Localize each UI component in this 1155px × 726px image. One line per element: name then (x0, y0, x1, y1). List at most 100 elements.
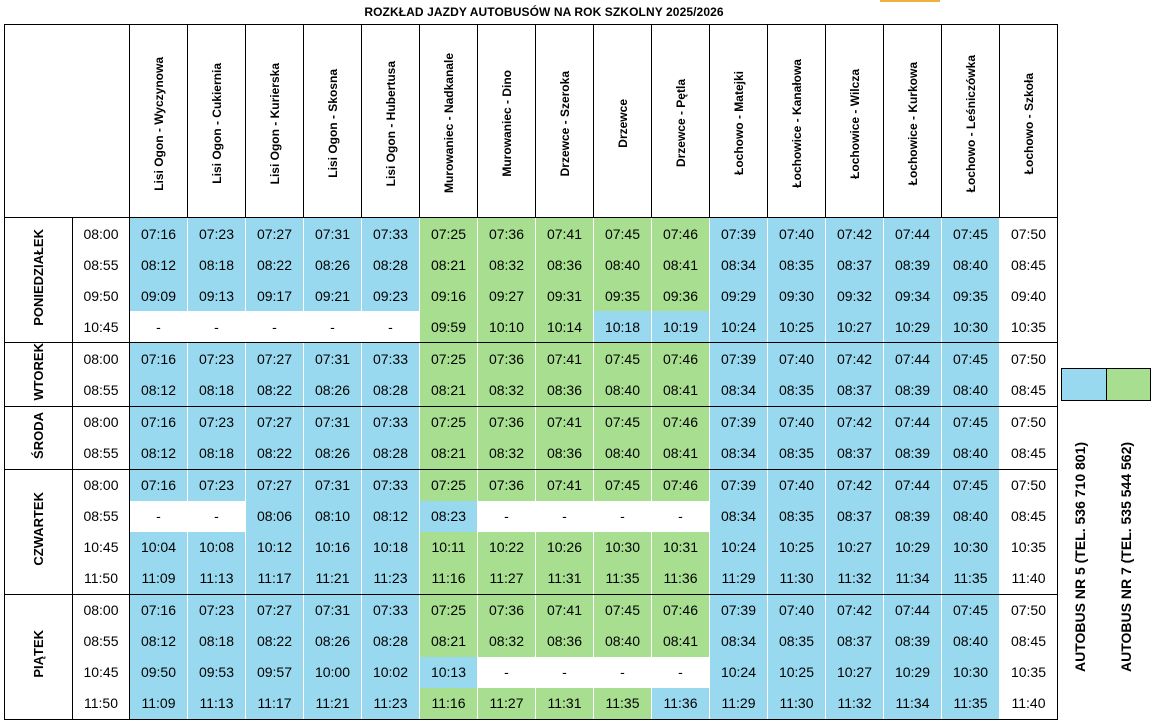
day-label-cell: PONIEDZIAŁEK (4, 217, 73, 343)
stop-time-cell: 07:44 (883, 593, 942, 626)
departure-time: 08:55 (72, 625, 130, 657)
stop-time-cell: - (129, 311, 188, 343)
stop-time-cell: 08:45 (999, 249, 1058, 280)
stop-time-cell: - (477, 656, 536, 688)
stop-time-cell: 08:26 (303, 374, 362, 407)
schedule-row: 08:55 08:12 08:18 08:22 08:26 08:28 08:21 08:32… (5, 437, 1058, 470)
stop-time-cell: 11:17 (245, 687, 304, 720)
day-name: PONIEDZIAŁEK (31, 229, 46, 326)
stop-time-cell: 10:18 (593, 311, 652, 343)
stop-time-cell: 10:24 (709, 311, 768, 343)
stop-time-cell: 10:16 (303, 531, 362, 563)
stop-time-cell: 08:26 (303, 437, 362, 470)
stop-time-cell: 08:18 (187, 437, 246, 470)
stop-time-cell: 07:33 (361, 217, 420, 249)
stop-time-cell: - (361, 311, 420, 343)
stop-time-cell: 10:11 (419, 531, 478, 563)
stop-time-cell: 07:40 (767, 217, 826, 249)
stop-time-cell: 07:44 (883, 468, 942, 501)
stop-time-cell: 07:44 (883, 342, 942, 375)
stop-time-cell: 10:22 (477, 531, 536, 563)
stop-time-cell: 07:33 (361, 405, 420, 438)
stop-time-cell: 08:37 (825, 374, 884, 407)
stop-time-cell: 11:27 (477, 562, 536, 595)
stop-time-cell: 09:53 (187, 656, 246, 688)
stop-time-cell: 07:39 (709, 468, 768, 501)
schedule-row: PONIEDZIAŁEK 08:00 07:16 07:23 07:27 07:31 07:… (4, 217, 1058, 343)
stop-time-cell: 08:40 (941, 625, 1000, 657)
stop-name: Murowaniec - Dino (499, 70, 514, 177)
stop-time-cell: 07:27 (245, 593, 304, 626)
stop-time-cell: 08:39 (883, 437, 942, 470)
stop-time-cell: 07:16 (129, 217, 188, 249)
stop-time-cell: 07:45 (593, 468, 652, 501)
stop-time-cell: 10:14 (535, 311, 594, 343)
stop-time-cell: 10:29 (883, 311, 942, 343)
schedule-row: 10:45- - - - -09:59 10:10 10:14 10:18 10:19 10:24… (5, 311, 1058, 343)
stop-time-cell: 07:44 (883, 217, 942, 249)
departure-time: 08:00 (72, 468, 130, 501)
stop-time-cell: 08:35 (767, 437, 826, 470)
stop-time-cell: 10:04 (129, 531, 188, 563)
stop-time-cell: 08:21 (419, 437, 478, 470)
stop-time-cell: 11:16 (419, 687, 478, 720)
schedule-table: Lisi Ogon - Wyczynowa Lisi Ogon - Cukiern… (4, 24, 1058, 720)
stop-time-cell: 10:35 (999, 311, 1058, 343)
stop-time-cell: - (593, 656, 652, 688)
stop-time-cell: 07:27 (245, 342, 304, 375)
stop-time-cell: - (535, 500, 594, 532)
stop-time-cell: 10:30 (941, 531, 1000, 563)
schedule-row: 08:55 08:12 08:18 08:22 08:26 08:28 08:21 08:32… (5, 249, 1058, 280)
day-label-cell: WTOREK (4, 342, 73, 407)
stop-time-cell: 09:31 (535, 280, 594, 311)
departure-time: 08:00 (72, 405, 130, 438)
stop-time-cell: 11:32 (825, 562, 884, 595)
stop-time-cell: 07:42 (825, 217, 884, 249)
corner-mark (880, 0, 940, 2)
stop-time-cell: 08:22 (245, 249, 304, 280)
stop-time-cell: 08:34 (709, 249, 768, 280)
stop-time-cell: 09:32 (825, 280, 884, 311)
stop-time-cell: 07:50 (999, 342, 1058, 375)
stop-time-cell: 07:41 (535, 468, 594, 501)
stop-time-cell: 08:21 (419, 249, 478, 280)
stop-time-cell: - (129, 500, 188, 532)
stop-time-cell: 08:12 (129, 374, 188, 407)
stop-time-cell: 07:31 (303, 217, 362, 249)
stop-time-cell: 11:13 (187, 562, 246, 595)
stop-time-cell: 08:40 (593, 374, 652, 407)
stop-time-cell: 07:45 (941, 217, 1000, 249)
stop-time-cell: 08:40 (941, 437, 1000, 470)
stop-time-cell: 09:35 (593, 280, 652, 311)
departure-time: 08:00 (72, 217, 130, 249)
stop-name: Lisi Ogon - Skosna (325, 69, 340, 178)
stop-time-cell: 07:40 (767, 342, 826, 375)
stop-time-cell: 07:25 (419, 593, 478, 626)
departure-time: 08:00 (72, 593, 130, 626)
stop-name: Łochowice - Kanałowa (789, 59, 804, 188)
legend-label-bus7: AUTOBUS NR 7 (TEL. 535 544 562) (1118, 441, 1134, 672)
schedule-row: 11:50 11:09 11:13 11:17 11:21 11:23 11:16 11:27… (5, 687, 1058, 720)
stop-time-cell: 10:02 (361, 656, 420, 688)
stop-time-cell: 07:31 (303, 593, 362, 626)
stop-time-cell: 10:08 (187, 531, 246, 563)
stop-time-cell: 07:23 (187, 593, 246, 626)
stop-time-cell: - (245, 311, 304, 343)
stop-time-cell: 08:34 (709, 437, 768, 470)
stop-time-cell: 10:35 (999, 656, 1058, 688)
stop-time-cell: 08:40 (941, 249, 1000, 280)
stop-time-cell: 10:24 (709, 531, 768, 563)
stop-header: Drzewce - Szeroka (535, 24, 594, 218)
stop-time-cell: 09:59 (419, 311, 478, 343)
stop-time-cell: 07:25 (419, 468, 478, 501)
stop-time-cell: 07:16 (129, 405, 188, 438)
stop-time-cell: 08:32 (477, 625, 536, 657)
stop-time-cell: 08:32 (477, 374, 536, 407)
day-name: CZWARTEK (31, 492, 46, 566)
stop-time-cell: - (535, 656, 594, 688)
departure-time: 08:00 (72, 342, 130, 375)
stop-time-cell: 11:35 (941, 687, 1000, 720)
stop-header: Łochowice - Kanałowa (767, 24, 826, 218)
stop-time-cell: 08:41 (651, 437, 710, 470)
stop-time-cell: 07:45 (593, 593, 652, 626)
